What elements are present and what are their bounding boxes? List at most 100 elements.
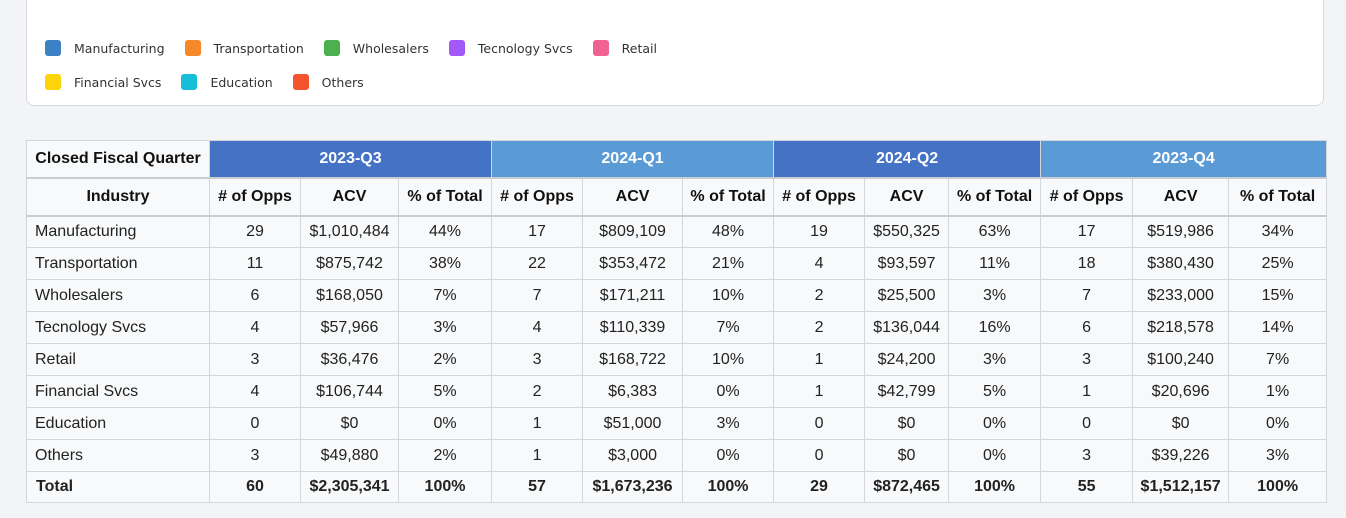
- column-header-pct[interactable]: % of Total: [948, 177, 1042, 217]
- acv-cell: $872,465: [864, 471, 950, 503]
- column-header-pct[interactable]: % of Total: [397, 177, 493, 217]
- opps-cell: 7: [1040, 279, 1134, 312]
- industry-cell: Education: [26, 407, 210, 440]
- table-row: Wholesalers 6 $168,050 7% 7 $171,211 10% 2 $25,5…: [26, 279, 1328, 312]
- industry-cell: Transportation: [26, 247, 210, 280]
- industry-cell: Total: [26, 471, 210, 503]
- pct-cell: 34%: [1228, 215, 1328, 248]
- opps-cell: 18: [1040, 247, 1134, 280]
- opps-cell: 29: [209, 215, 301, 248]
- acv-cell: $875,742: [300, 247, 399, 280]
- pct-cell: 0%: [1228, 407, 1328, 440]
- acv-cell: $168,722: [582, 343, 684, 376]
- pct-cell: 7%: [682, 311, 775, 344]
- opps-cell: 4: [209, 311, 301, 344]
- acv-cell: $380,430: [1132, 247, 1230, 280]
- pct-cell: 0%: [948, 407, 1042, 440]
- industry-cell: Manufacturing: [26, 215, 210, 248]
- column-header-industry[interactable]: Industry: [26, 177, 210, 217]
- acv-cell: $0: [1132, 407, 1230, 440]
- legend-item-wholesalers[interactable]: Wholesalers: [323, 40, 429, 56]
- opps-cell: 6: [1040, 311, 1134, 344]
- legend-item-education[interactable]: Education: [181, 74, 273, 90]
- opps-cell: 3: [1040, 439, 1134, 472]
- column-header-opps[interactable]: # of Opps: [209, 177, 301, 217]
- pct-cell: 48%: [682, 215, 775, 248]
- column-header-opps[interactable]: # of Opps: [491, 177, 584, 217]
- pct-cell: 11%: [948, 247, 1042, 280]
- legend-item-transportation[interactable]: Transportation: [184, 40, 304, 56]
- acv-cell: $57,966: [300, 311, 399, 344]
- opps-cell: 7: [491, 279, 584, 312]
- quarter-header[interactable]: 2023-Q3: [208, 140, 493, 179]
- legend-label: Education: [210, 74, 273, 90]
- opps-cell: 17: [491, 215, 584, 248]
- acv-cell: $550,325: [864, 215, 950, 248]
- acv-cell: $353,472: [582, 247, 684, 280]
- legend-swatch: [45, 40, 61, 56]
- column-header-pct[interactable]: % of Total: [1228, 177, 1328, 217]
- legend-label: Transportation: [213, 40, 304, 56]
- pct-cell: 2%: [397, 439, 493, 472]
- pct-cell: 44%: [397, 215, 493, 248]
- opps-cell: 29: [773, 471, 866, 503]
- legend-label: Wholesalers: [352, 40, 429, 56]
- pct-cell: 100%: [1228, 471, 1328, 503]
- pct-cell: 3%: [1228, 439, 1328, 472]
- industry-quarter-table: Closed Fiscal Quarter 2023-Q3 2024-Q1 20…: [26, 140, 1328, 503]
- legend-label: Financial Svcs: [74, 74, 162, 90]
- total-row: Total 60 $2,305,341 100% 57 $1,673,236 100% 29 $…: [26, 471, 1328, 503]
- pct-cell: 0%: [682, 439, 775, 472]
- acv-cell: $809,109: [582, 215, 684, 248]
- table-row: Transportation 11 $875,742 38% 22 $353,472 21%…: [26, 247, 1328, 280]
- legend-item-retail[interactable]: Retail: [592, 40, 657, 56]
- opps-cell: 1: [1040, 375, 1134, 408]
- opps-cell: 0: [773, 407, 866, 440]
- quarter-header[interactable]: 2023-Q4: [1040, 140, 1328, 179]
- industry-cell: Retail: [26, 343, 210, 376]
- opps-cell: 3: [209, 439, 301, 472]
- pct-cell: 25%: [1228, 247, 1328, 280]
- pct-cell: 7%: [1228, 343, 1328, 376]
- pct-cell: 3%: [397, 311, 493, 344]
- column-header-acv[interactable]: ACV: [864, 177, 950, 217]
- acv-cell: $0: [300, 407, 399, 440]
- acv-cell: $1,673,236: [582, 471, 684, 503]
- legend-swatch: [292, 74, 309, 90]
- pct-cell: 21%: [682, 247, 775, 280]
- acv-cell: $0: [864, 407, 950, 440]
- pct-cell: 10%: [682, 279, 775, 312]
- column-header-opps[interactable]: # of Opps: [773, 177, 866, 217]
- legend-item-others[interactable]: Others: [292, 74, 364, 90]
- acv-cell: $93,597: [864, 247, 950, 280]
- column-header-row: Industry # of Opps ACV % of Total # of O…: [26, 177, 1328, 217]
- acv-cell: $3,000: [582, 439, 684, 472]
- legend-item-financial-svcs[interactable]: Financial Svcs: [45, 74, 161, 90]
- opps-cell: 0: [209, 407, 301, 440]
- acv-cell: $110,339: [582, 311, 684, 344]
- opps-cell: 3: [209, 343, 301, 376]
- opps-cell: 2: [491, 375, 584, 408]
- column-header-acv[interactable]: ACV: [582, 177, 684, 217]
- column-header-opps[interactable]: # of Opps: [1040, 177, 1134, 217]
- column-header-acv[interactable]: ACV: [1132, 177, 1230, 217]
- legend-item-manufacturing[interactable]: Manufacturing: [45, 40, 165, 56]
- pct-cell: 1%: [1228, 375, 1328, 408]
- pct-cell: 3%: [948, 343, 1042, 376]
- column-header-pct[interactable]: % of Total: [682, 177, 775, 217]
- legend-label: Others: [321, 74, 364, 90]
- pct-cell: 0%: [397, 407, 493, 440]
- quarter-header[interactable]: 2024-Q1: [491, 140, 775, 179]
- column-header-acv[interactable]: ACV: [300, 177, 399, 217]
- acv-cell: $51,000: [582, 407, 684, 440]
- opps-cell: 1: [773, 375, 866, 408]
- opps-cell: 55: [1040, 471, 1134, 503]
- opps-cell: 57: [491, 471, 584, 503]
- acv-cell: $42,799: [864, 375, 950, 408]
- legend-row-1: Manufacturing Transportation Wholesalers…: [45, 40, 657, 56]
- quarter-header[interactable]: 2024-Q2: [773, 140, 1042, 179]
- pct-cell: 63%: [948, 215, 1042, 248]
- industry-cell: Tecnology Svcs: [26, 311, 210, 344]
- opps-cell: 6: [209, 279, 301, 312]
- legend-item-tecnology-svcs[interactable]: Tecnology Svcs: [448, 40, 573, 56]
